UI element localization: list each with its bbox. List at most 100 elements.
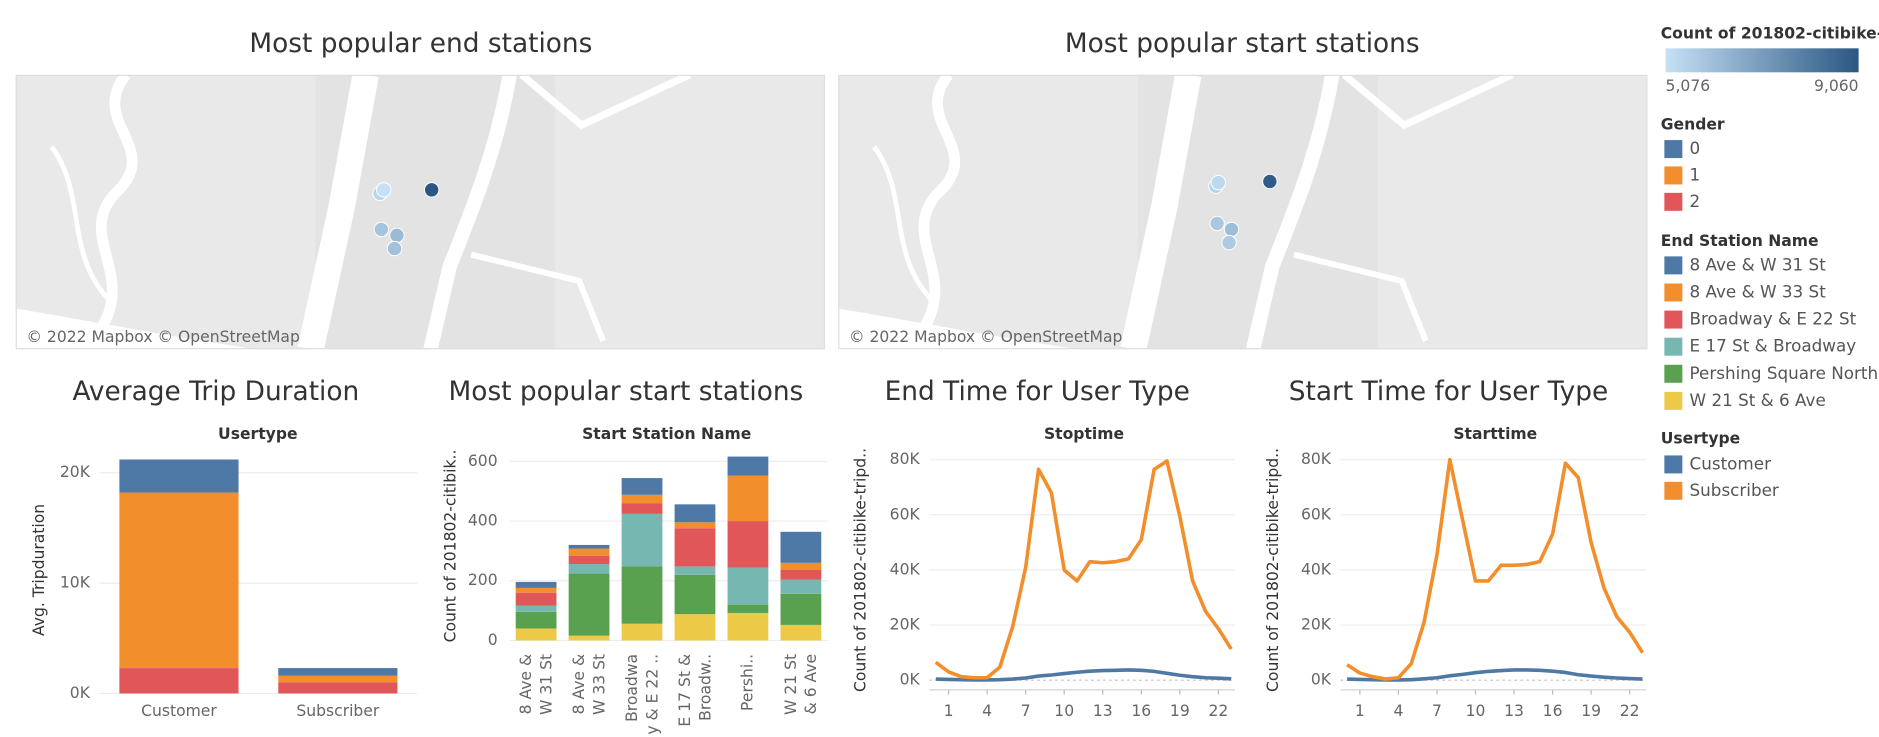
line-series: [1347, 668, 1643, 682]
bar-segment: [119, 459, 239, 493]
x-tick-label: Broadwa: [623, 654, 641, 722]
bar-segment: [515, 611, 557, 629]
chart-title: Average Trip Duration: [72, 377, 359, 407]
map-attribution: © 2022 Mapbox © OpenStreetMap: [26, 328, 300, 346]
chart-title: Start Time for User Type: [1289, 377, 1608, 407]
x-tick-label: Broadw..: [696, 654, 714, 721]
x-tick-label: 8 Ave &: [517, 654, 535, 715]
legend-label: 8 Ave & W 31 St: [1690, 254, 1827, 274]
y-tick-label: 80K: [890, 450, 921, 468]
bar-segment: [780, 624, 822, 641]
station-point: [389, 227, 405, 244]
x-tick-label: 1: [1355, 702, 1365, 720]
y-axis-label: Count of 201802-citibike-tripd..: [851, 448, 869, 692]
legend-label: Subscriber: [1690, 480, 1779, 500]
y-tick-label: 40K: [1301, 560, 1332, 578]
color-legend-max: 9,060: [1814, 77, 1859, 95]
bar-segment: [119, 668, 239, 694]
bar-segment: [674, 528, 716, 567]
station-point: [1209, 215, 1225, 232]
bar-segment: [727, 604, 769, 613]
station-point: [1221, 234, 1237, 251]
y-tick-label: 0: [488, 631, 498, 649]
bar-segment: [727, 567, 769, 605]
x-tick-label: 13: [1504, 702, 1524, 720]
bar-segment: [515, 605, 557, 612]
x-tick-label: 16: [1131, 702, 1151, 720]
bar-segment: [674, 504, 716, 523]
station-point: [1210, 174, 1226, 191]
station-point: [424, 182, 440, 198]
x-tick-label: 7: [1021, 702, 1031, 720]
bar-segment: [780, 593, 822, 625]
y-tick-label: 40K: [890, 560, 921, 578]
y-tick-label: 0K: [1311, 671, 1332, 689]
bar-segment: [674, 614, 716, 641]
bar-segment: [674, 522, 716, 529]
bar-segment: [780, 562, 822, 570]
y-tick-label: 20K: [60, 463, 91, 481]
legend-swatch: [1664, 364, 1683, 383]
station-point: [376, 182, 392, 198]
bar-segment: [568, 548, 610, 556]
bar-segment: [727, 456, 769, 476]
bar-segment: [568, 635, 610, 641]
x-tick-label: & 6 Ave: [802, 654, 820, 715]
y-tick-label: 400: [468, 512, 498, 530]
map-end: [15, 74, 825, 350]
chart-title: Most popular start stations: [449, 377, 804, 407]
legend-swatch: [1664, 283, 1683, 302]
bar-segment: [780, 569, 822, 580]
chart-title: End Time for User Type: [885, 377, 1190, 407]
legend-swatch: [1664, 310, 1683, 329]
legend-swatch: [1664, 166, 1683, 185]
bar-segment: [568, 544, 610, 549]
x-tick-label: 1: [944, 702, 954, 720]
x-tick-label: W 33 St: [590, 654, 608, 715]
color-legend-ramp: [1665, 48, 1859, 73]
x-tick-label: Pershi..: [738, 654, 756, 711]
y-axis-label: Count of 201802-citibike-tripd..: [1264, 448, 1282, 692]
x-tick-label: 7: [1432, 702, 1442, 720]
x-tick-label: Subscriber: [296, 702, 380, 720]
y-tick-label: 600: [468, 452, 498, 470]
y-tick-label: 20K: [1301, 616, 1332, 634]
legend-label: Pershing Square North: [1690, 363, 1879, 383]
x-tick-label: 19: [1170, 702, 1190, 720]
y-tick-label: 20K: [890, 616, 921, 634]
x-tick-label: W 21 St: [782, 654, 800, 715]
legend-label: Customer: [1690, 453, 1772, 473]
bar-segment: [278, 682, 398, 694]
y-axis-label: Avg. Tripduration: [30, 504, 48, 636]
bar-segment: [727, 521, 769, 568]
legend-label: Broadway & E 22 St: [1690, 309, 1857, 329]
map-attribution: © 2022 Mapbox © OpenStreetMap: [849, 328, 1123, 346]
bar-segment: [278, 668, 398, 676]
bar-segment: [515, 587, 557, 593]
station-point: [1223, 221, 1240, 238]
chart-title: Most popular end stations: [249, 29, 592, 59]
bar-segment: [727, 475, 769, 522]
bar-segment: [621, 494, 663, 504]
x-tick-label: 10: [1466, 702, 1486, 720]
y-tick-label: 60K: [1301, 505, 1332, 523]
bar-segment: [621, 513, 663, 567]
y-tick-label: 0K: [70, 684, 91, 702]
usertype-legend-title: Usertype: [1661, 430, 1741, 448]
line-series: [1346, 457, 1645, 681]
legend-swatch: [1664, 455, 1683, 474]
chart-header: Usertype: [218, 425, 298, 443]
y-tick-label: 60K: [890, 505, 921, 523]
legend-label: 1: [1690, 164, 1701, 184]
chart-header: Starttime: [1453, 425, 1537, 443]
bar-segment: [621, 623, 663, 641]
x-tick-label: 4: [1393, 702, 1403, 720]
bar-segment: [621, 478, 663, 495]
bar-segment: [780, 531, 822, 563]
color-legend-min: 5,076: [1666, 77, 1711, 95]
bar-segment: [674, 566, 716, 575]
bar-segment: [119, 492, 239, 669]
map-start: [838, 74, 1648, 350]
chart-header: Start Station Name: [582, 425, 751, 443]
x-tick-label: Customer: [141, 702, 217, 720]
